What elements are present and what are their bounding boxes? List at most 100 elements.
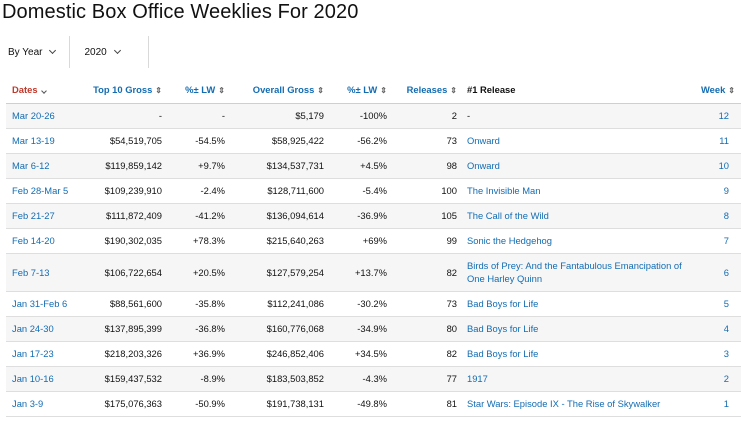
week-link[interactable]: 2 [697,366,741,392]
top10-lw-cell: -50.9% [168,391,231,417]
table-row: Jan 10-16 $159,437,532 -8.9% $183,503,852 -4… [6,366,741,392]
top10-lw-cell: -36.8% [168,316,231,342]
overall-lw-cell: -100% [330,103,393,129]
sort-icon: ⇕ [317,86,324,96]
overall-gross-cell: $246,852,406 [231,341,330,367]
number1-release-link[interactable]: 1917 [463,366,697,392]
col-header-top10-gross[interactable]: Top 10 Gross ⇕ [83,77,168,104]
week-link[interactable]: 7 [697,228,741,254]
top10-lw-cell: +9.7% [168,153,231,179]
col-header-overall-lw[interactable]: %± LW ⇕ [330,77,393,104]
overall-lw-cell: -36.9% [330,203,393,229]
overall-lw-cell: -4.3% [330,366,393,392]
overall-lw-cell: -56.2% [330,128,393,154]
sort-icon: ⇕ [450,86,457,96]
table-row: Feb 14-20 $190,302,035 +78.3% $215,640,263 +… [6,228,741,254]
overall-lw-cell: +4.5% [330,153,393,179]
date-range-link[interactable]: Jan 10-16 [6,366,83,392]
sort-desc-icon [40,88,47,95]
number1-release-link[interactable]: Onward [463,153,697,179]
date-range-link[interactable]: Jan 17-23 [6,341,83,367]
top10-gross-cell: $137,895,399 [83,316,168,342]
overall-lw-cell: +69% [330,228,393,254]
number1-release-link[interactable]: Onward [463,128,697,154]
number1-release-link[interactable]: Birds of Prey: And the Fantabulous Emanc… [463,253,697,292]
week-link[interactable]: 3 [697,341,741,367]
table-row: Jan 17-23 $218,203,326 +36.9% $246,852,406 +… [6,341,741,367]
week-link[interactable]: 5 [697,291,741,317]
top10-gross-cell: $190,302,035 [83,228,168,254]
table-row: Jan 3-9 $175,076,363 -50.9% $191,738,131 -49… [6,391,741,417]
overall-gross-cell: $5,179 [231,103,330,129]
top10-lw-cell: -2.4% [168,178,231,204]
weekly-box-office-table: Dates Top 10 Gross ⇕ %± LW ⇕ Overall Gross… [6,77,741,417]
date-range-link[interactable]: Jan 31-Feb 6 [6,291,83,317]
releases-cell: 99 [393,228,463,254]
overall-gross-cell: $160,776,068 [231,316,330,342]
number1-release-link: - [463,103,697,129]
number1-release-link[interactable]: The Invisible Man [463,178,697,204]
overall-gross-cell: $136,094,614 [231,203,330,229]
overall-gross-cell: $191,738,131 [231,391,330,417]
number1-release-link[interactable]: The Call of the Wild [463,203,697,229]
releases-cell: 100 [393,178,463,204]
table-row: Feb 21-27 $111,872,409 -41.2% $136,094,614-… [6,203,741,229]
date-range-link[interactable]: Mar 20-26 [6,103,83,129]
col-header-dates[interactable]: Dates [6,77,83,104]
table-row: Feb 28-Mar 5 $109,239,910 -2.4% $128,711,60… [6,178,741,204]
week-link[interactable]: 8 [697,203,741,229]
top10-gross-cell: $159,437,532 [83,366,168,392]
year-dropdown[interactable]: 2020 [70,36,149,68]
top10-gross-cell: $111,872,409 [83,203,168,229]
top10-lw-cell: +36.9% [168,341,231,367]
table-row: Mar 20-26- - $5,179 -100% 2-12 [6,103,741,129]
top10-lw-cell: +20.5% [168,253,231,292]
date-range-link[interactable]: Feb 21-27 [6,203,83,229]
number1-release-link[interactable]: Star Wars: Episode IX - The Rise of Skyw… [463,391,697,417]
date-range-link[interactable]: Feb 14-20 [6,228,83,254]
top10-lw-cell: - [168,103,231,129]
releases-cell: 98 [393,153,463,179]
week-link[interactable]: 10 [697,153,741,179]
number1-release-link[interactable]: Bad Boys for Life [463,291,697,317]
number1-release-link[interactable]: Bad Boys for Life [463,341,697,367]
top10-lw-cell: -54.5% [168,128,231,154]
top10-lw-cell: +78.3% [168,228,231,254]
date-range-link[interactable]: Mar 6-12 [6,153,83,179]
date-range-link[interactable]: Feb 7-13 [6,253,83,292]
page-title: Domestic Box Office Weeklies For 2020 [2,1,359,23]
period-dropdown[interactable]: By Year [0,36,71,68]
date-range-link[interactable]: Mar 13-19 [6,128,83,154]
overall-gross-cell: $58,925,422 [231,128,330,154]
week-link[interactable]: 4 [697,316,741,342]
col-header-top10-lw[interactable]: %± LW ⇕ [168,77,231,104]
overall-gross-cell: $215,640,263 [231,228,330,254]
col-header-overall-gross[interactable]: Overall Gross ⇕ [231,77,330,104]
releases-cell: 73 [393,128,463,154]
chevron-down-icon [113,46,121,55]
week-link[interactable]: 9 [697,178,741,204]
top10-lw-cell: -8.9% [168,366,231,392]
overall-lw-cell: +34.5% [330,341,393,367]
week-link[interactable]: 6 [697,253,741,292]
col-header-week[interactable]: Week ⇕ [697,77,741,104]
col-header-releases[interactable]: Releases ⇕ [393,77,463,104]
sort-icon: ⇕ [380,86,387,96]
table-row: Mar 13-19 $54,519,705 -54.5% $58,925,422 -56… [6,128,741,154]
overall-lw-cell: -34.9% [330,316,393,342]
overall-lw-cell: +13.7% [330,253,393,292]
week-link[interactable]: 11 [697,128,741,154]
date-range-link[interactable]: Jan 3-9 [6,391,83,417]
top10-gross-cell: $88,561,600 [83,291,168,317]
week-link[interactable]: 12 [697,103,741,129]
releases-cell: 80 [393,316,463,342]
week-link[interactable]: 1 [697,391,741,417]
top10-gross-cell: $175,076,363 [83,391,168,417]
date-range-link[interactable]: Jan 24-30 [6,316,83,342]
number1-release-link[interactable]: Bad Boys for Life [463,316,697,342]
date-range-link[interactable]: Feb 28-Mar 5 [6,178,83,204]
top10-gross-cell: $119,859,142 [83,153,168,179]
number1-release-link[interactable]: Sonic the Hedgehog [463,228,697,254]
table-row: Feb 7-13 $106,722,654 +20.5% $127,579,254 +1… [6,253,741,292]
top10-lw-cell: -35.8% [168,291,231,317]
